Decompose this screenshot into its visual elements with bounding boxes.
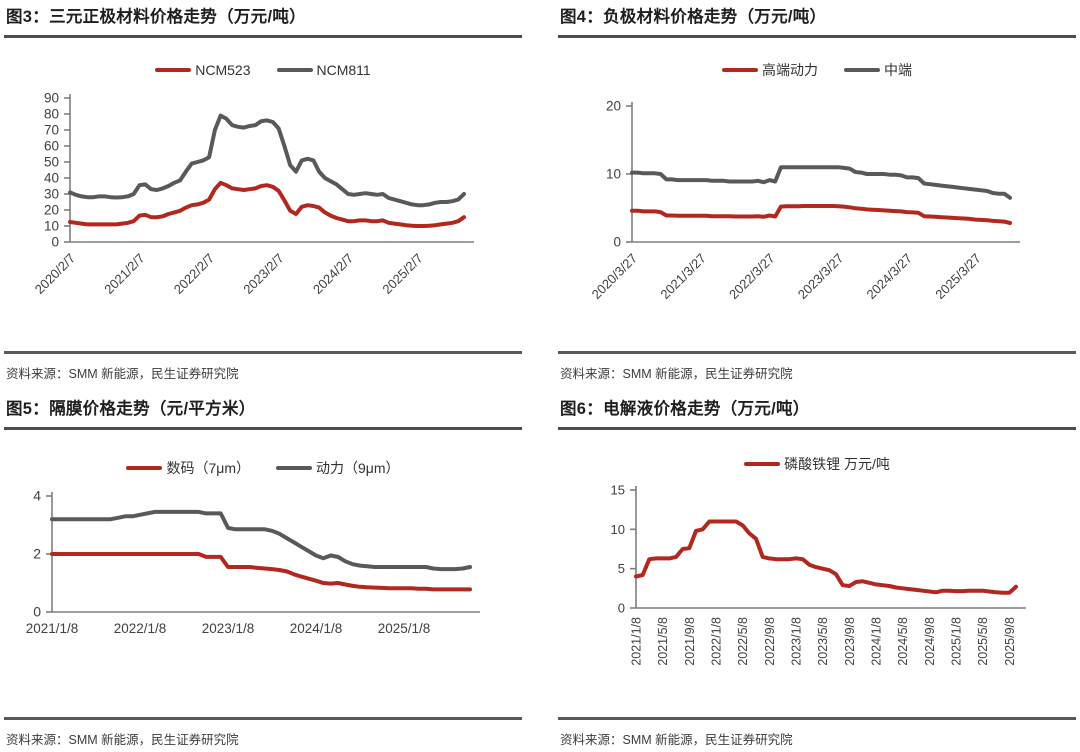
svg-text:10: 10 xyxy=(606,166,621,181)
svg-text:2022/9/8: 2022/9/8 xyxy=(763,617,777,666)
svg-text:2024/3/27: 2024/3/27 xyxy=(864,250,916,302)
legend-line-swatch xyxy=(155,67,192,73)
svg-text:0: 0 xyxy=(613,234,621,249)
legend-label: 磷酸铁锂 万元/吨 xyxy=(784,455,890,472)
legend: NCM523 NCM811 xyxy=(4,60,522,80)
svg-text:2022/3/27: 2022/3/27 xyxy=(726,250,778,302)
legend-label: NCM523 xyxy=(195,61,251,78)
svg-text:2021/1/8: 2021/1/8 xyxy=(26,621,79,636)
svg-text:2020/3/27: 2020/3/27 xyxy=(589,250,641,302)
svg-text:2020/2/7: 2020/2/7 xyxy=(32,250,78,296)
svg-text:70: 70 xyxy=(44,122,59,137)
legend-label: NCM811 xyxy=(316,61,371,78)
legend-item: 中端 xyxy=(844,60,912,80)
source-note: 资料来源：SMM 新能源，民生证券研究院 xyxy=(558,351,1076,382)
figure-panel-ncm-cathode: 图3：三元正极材料价格走势（万元/吨） NCM523 NCM811 0 10 20 30… xyxy=(4,6,522,382)
legend-label: 中端 xyxy=(884,61,912,78)
legend-item: 动力（9μm） xyxy=(276,458,400,478)
figure-title: 图6：电解液价格走势（万元/吨） xyxy=(558,398,1076,430)
legend-item: 数码（7μm） xyxy=(126,458,250,478)
svg-text:5: 5 xyxy=(618,561,625,576)
legend-item: NCM523 xyxy=(155,61,251,78)
svg-text:2024/9/8: 2024/9/8 xyxy=(923,617,937,666)
svg-text:2025/1/8: 2025/1/8 xyxy=(378,621,431,636)
legend-item: 磷酸铁锂 万元/吨 xyxy=(744,454,890,474)
svg-text:15: 15 xyxy=(611,482,625,497)
svg-text:2022/2/7: 2022/2/7 xyxy=(171,250,217,296)
svg-text:90: 90 xyxy=(44,90,59,105)
svg-text:0: 0 xyxy=(51,234,59,249)
svg-text:80: 80 xyxy=(44,106,59,121)
line-chart-svg: 0 5 10 15 2021/1/8 2021/5/8 2021/9/8 2022/1/8 20… xyxy=(611,482,1026,666)
svg-text:2024/1/8: 2024/1/8 xyxy=(870,617,884,666)
svg-text:2022/5/8: 2022/5/8 xyxy=(736,617,750,666)
svg-text:2: 2 xyxy=(33,545,41,561)
legend-line-swatch xyxy=(744,461,781,467)
svg-text:2024/1/8: 2024/1/8 xyxy=(290,621,343,636)
svg-text:2023/3/27: 2023/3/27 xyxy=(795,250,847,302)
line-chart-ncm: 0 10 20 30 40 50 60 70 80 90 2020/2/7 2021/2/7 2022/… xyxy=(4,84,522,311)
svg-text:2025/1/8: 2025/1/8 xyxy=(949,617,963,666)
svg-text:2021/1/8: 2021/1/8 xyxy=(630,617,644,666)
source-note: 资料来源：SMM 新能源，民生证券研究院 xyxy=(558,717,1076,748)
legend: 数码（7μm） 动力（9μm） xyxy=(4,458,522,478)
svg-text:20: 20 xyxy=(606,98,621,113)
svg-text:0: 0 xyxy=(618,600,625,615)
legend-label: 数码（7μm） xyxy=(166,459,250,476)
svg-text:2021/2/7: 2021/2/7 xyxy=(101,250,147,296)
legend-line-swatch xyxy=(126,465,163,471)
svg-text:60: 60 xyxy=(44,138,59,153)
svg-text:0: 0 xyxy=(33,603,41,619)
source-note: 资料来源：SMM 新能源，民生证券研究院 xyxy=(4,717,522,748)
figure-panel-anode: 图4：负极材料价格走势（万元/吨） 高端动力 中端 0 10 20 2020/3/27 2… xyxy=(558,6,1076,382)
legend-line-swatch xyxy=(844,67,880,73)
figure-panel-separator: 图5：隔膜价格走势（元/平方米） 数码（7μm） 动力（9μm） 0 2 4 2021/… xyxy=(4,398,522,748)
svg-text:2025/3/27: 2025/3/27 xyxy=(932,250,984,302)
svg-text:2021/3/27: 2021/3/27 xyxy=(657,250,709,302)
line-chart-svg: 0 10 20 2020/3/27 2021/3/27 2022/3/27 2023/3/2… xyxy=(589,98,1020,302)
legend-line-swatch xyxy=(722,67,758,73)
svg-text:4: 4 xyxy=(33,487,41,503)
svg-text:2022/1/8: 2022/1/8 xyxy=(709,617,723,666)
svg-text:2023/1/8: 2023/1/8 xyxy=(790,617,804,666)
line-chart-anode: 0 10 20 2020/3/27 2021/3/27 2022/3/27 2023/3/2… xyxy=(558,84,1076,311)
legend-item: NCM811 xyxy=(276,61,371,78)
legend-label: 动力（9μm） xyxy=(316,459,400,476)
legend: 高端动力 中端 xyxy=(558,60,1076,80)
legend-line-swatch xyxy=(276,67,313,73)
figure-title: 图4：负极材料价格走势（万元/吨） xyxy=(558,6,1076,38)
svg-text:2023/9/8: 2023/9/8 xyxy=(843,617,857,666)
svg-text:50: 50 xyxy=(44,154,59,169)
svg-text:2025/9/8: 2025/9/8 xyxy=(1003,617,1017,666)
svg-text:20: 20 xyxy=(44,202,59,217)
figure-title: 图5：隔膜价格走势（元/平方米） xyxy=(4,398,522,430)
svg-text:10: 10 xyxy=(611,522,625,537)
legend: 磷酸铁锂 万元/吨 xyxy=(558,454,1076,474)
svg-text:2025/5/8: 2025/5/8 xyxy=(976,617,990,666)
figure-title: 图3：三元正极材料价格走势（万元/吨） xyxy=(4,6,522,38)
svg-text:2023/1/8: 2023/1/8 xyxy=(202,621,255,636)
svg-text:40: 40 xyxy=(44,170,59,185)
svg-text:10: 10 xyxy=(44,218,59,233)
svg-text:30: 30 xyxy=(44,186,59,201)
source-note: 资料来源：SMM 新能源，民生证券研究院 xyxy=(4,351,522,382)
svg-text:2021/5/8: 2021/5/8 xyxy=(656,617,670,666)
svg-text:2025/2/7: 2025/2/7 xyxy=(379,250,425,296)
svg-text:2023/5/8: 2023/5/8 xyxy=(816,617,830,666)
line-chart-separator: 0 2 4 2021/1/8 2022/1/8 2023/1/8 2024/1/8 2025/… xyxy=(4,482,522,659)
figure-panel-electrolyte: 图6：电解液价格走势（万元/吨） 磷酸铁锂 万元/吨 0 5 10 15 2021/1/… xyxy=(558,398,1076,748)
svg-text:2021/9/8: 2021/9/8 xyxy=(683,617,697,666)
line-chart-electrolyte: 0 5 10 15 2021/1/8 2021/5/8 2021/9/8 2022/1/8 20… xyxy=(558,478,1076,701)
line-chart-svg: 0 2 4 2021/1/8 2022/1/8 2023/1/8 2024/1/8 2025/… xyxy=(26,487,480,636)
svg-text:2023/2/7: 2023/2/7 xyxy=(240,250,286,296)
svg-text:2024/5/8: 2024/5/8 xyxy=(896,617,910,666)
legend-label: 高端动力 xyxy=(762,61,818,78)
svg-text:2022/1/8: 2022/1/8 xyxy=(114,621,167,636)
legend-line-swatch xyxy=(276,465,312,471)
svg-text:2024/2/7: 2024/2/7 xyxy=(310,250,356,296)
legend-item: 高端动力 xyxy=(722,60,818,80)
